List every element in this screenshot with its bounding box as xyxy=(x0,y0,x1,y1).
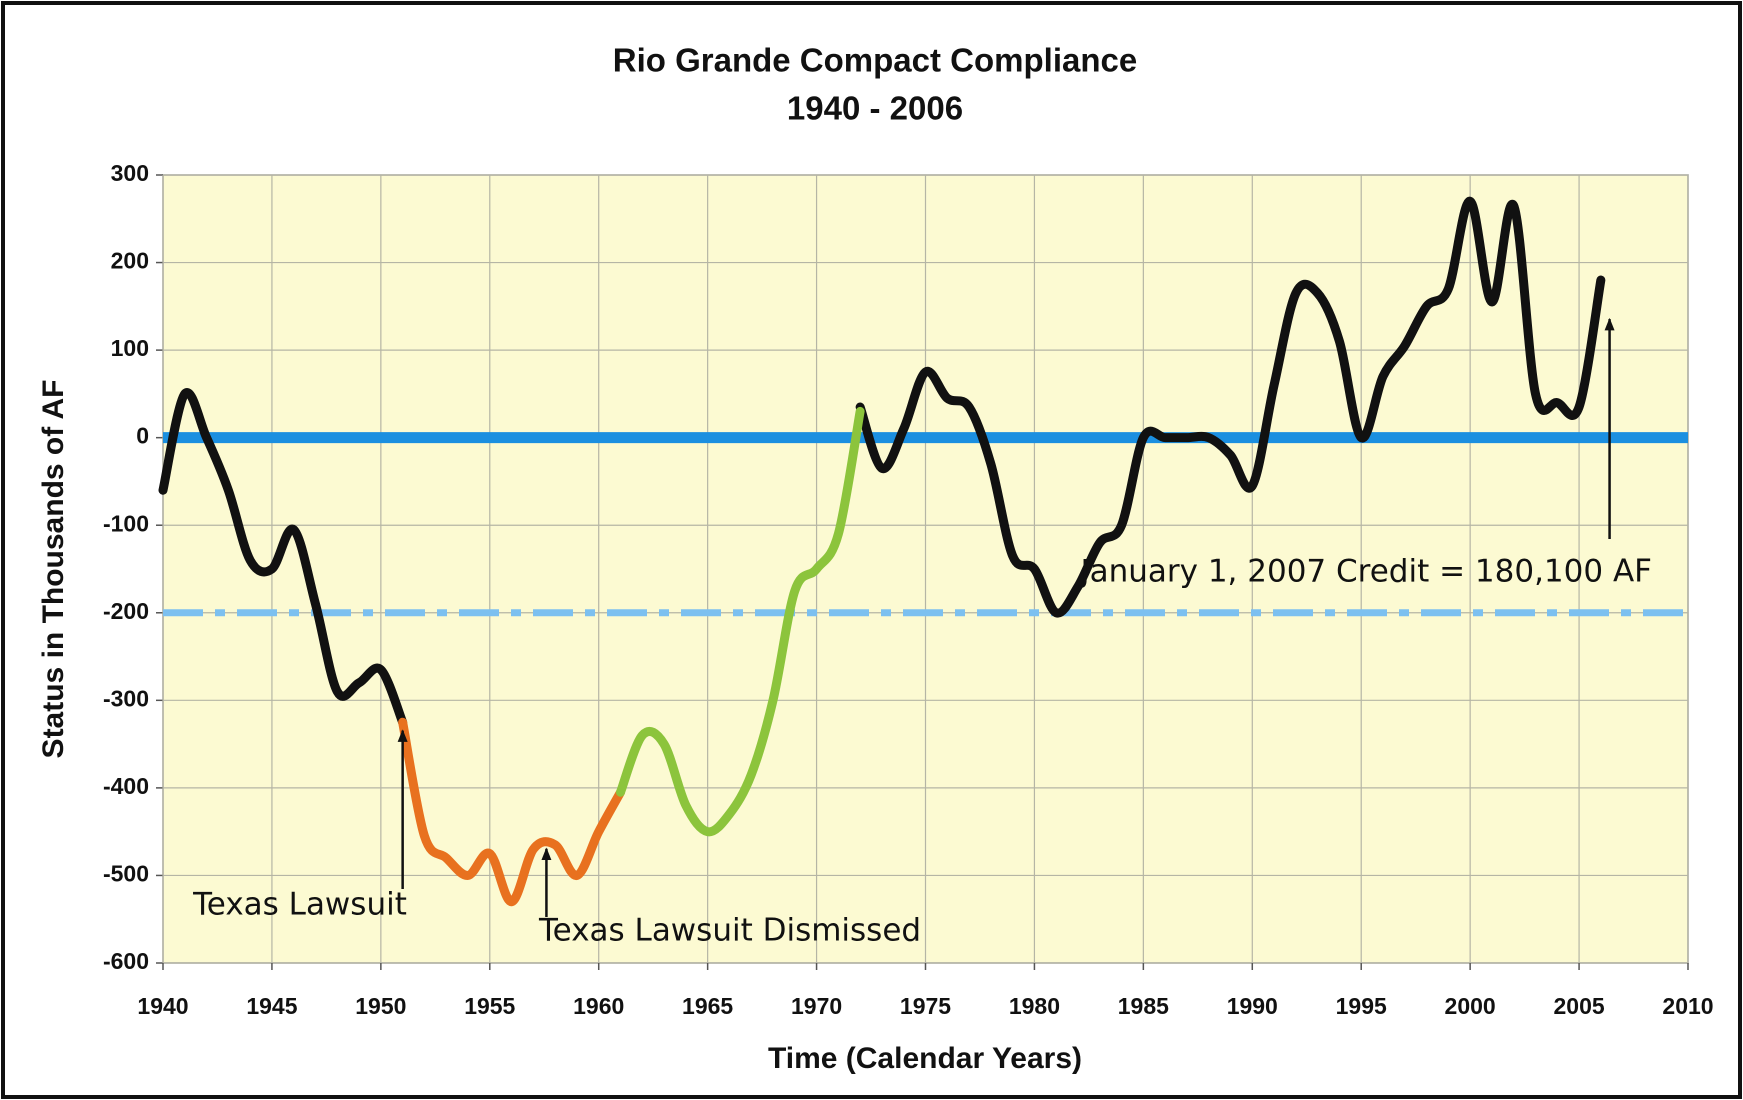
y-tick-label: -600 xyxy=(103,948,149,974)
line-series xyxy=(855,196,1606,618)
line-series xyxy=(398,717,625,907)
x-axis-title: Time (Calendar Years) xyxy=(768,1042,1082,1075)
x-tick-label: 1970 xyxy=(791,993,842,1019)
line-series xyxy=(616,406,865,837)
y-tick-label: -400 xyxy=(103,773,149,799)
x-tick-label: 2010 xyxy=(1662,993,1713,1019)
y-tick-label: -300 xyxy=(103,685,149,711)
y-tick-label: -200 xyxy=(103,598,149,624)
x-tick-label: 1950 xyxy=(355,993,406,1019)
y-tick-label: 100 xyxy=(111,335,149,361)
x-tick-label: 2005 xyxy=(1553,993,1604,1019)
x-tick-label: 1995 xyxy=(1336,993,1387,1019)
x-tick-label: 2000 xyxy=(1445,993,1496,1019)
line-series xyxy=(158,388,408,727)
annotation: Texas Lawsuit xyxy=(192,887,407,923)
chart-title: Rio Grande Compact Compliance xyxy=(613,42,1137,79)
y-tick-label: 300 xyxy=(111,160,149,186)
x-tick-label: 1945 xyxy=(246,993,297,1019)
y-tick-label: 0 xyxy=(136,423,149,449)
x-tick-label: 1975 xyxy=(900,993,951,1019)
y-tick-label: 200 xyxy=(111,248,149,274)
annotation: Texas Lawsuit Dismissed xyxy=(538,913,921,949)
y-axis-title: Status in Thousands of AF xyxy=(37,380,70,759)
annotation: January 1, 2007 Credit = 180,100 AF xyxy=(1078,554,1652,590)
x-tick-label: 1965 xyxy=(682,993,733,1019)
y-tick-label: -100 xyxy=(103,510,149,536)
x-tick-label: 1955 xyxy=(464,993,515,1019)
x-tick-label: 1960 xyxy=(573,993,624,1019)
chart-subtitle: 1940 - 2006 xyxy=(787,90,963,127)
x-tick-label: 1940 xyxy=(137,993,188,1019)
x-tick-label: 1985 xyxy=(1118,993,1169,1019)
x-tick-label: 1980 xyxy=(1009,993,1060,1019)
y-tick-label: -500 xyxy=(103,861,149,887)
x-tick-label: 1990 xyxy=(1227,993,1278,1019)
